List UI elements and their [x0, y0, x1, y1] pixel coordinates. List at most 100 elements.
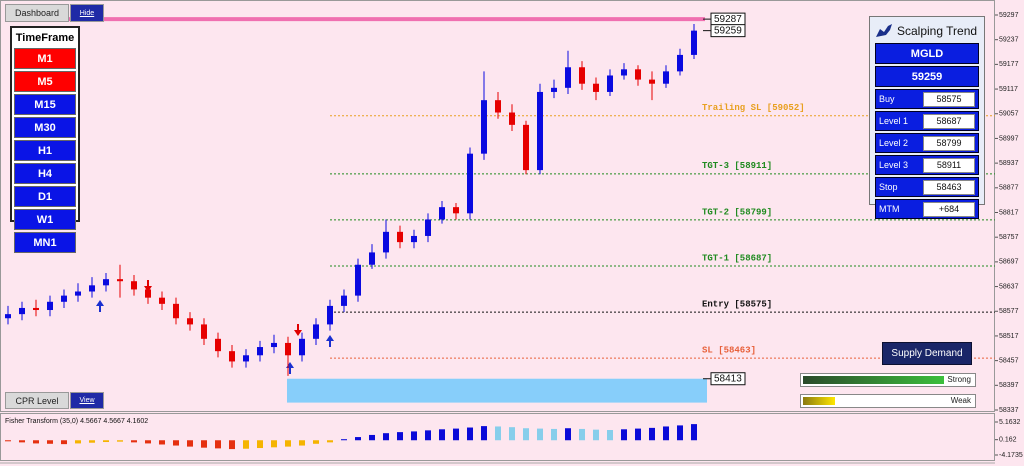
fisher-bar: [453, 428, 459, 441]
candle-body: [593, 83, 599, 92]
buy-arrow: [96, 300, 104, 312]
candle-body: [663, 71, 669, 84]
fisher-bar: [89, 440, 95, 443]
candle-body: [691, 30, 697, 55]
fisher-bar: [509, 427, 515, 441]
candle-body: [159, 297, 165, 304]
fisher-bar: [341, 439, 347, 441]
level-label: TGT-1 [58687]: [702, 253, 772, 263]
strong-fill: [803, 376, 944, 384]
fisher-bar: [551, 428, 557, 441]
scalping-panel: Scalping Trend MGLD 59259 Buy 58575 Level …: [869, 16, 985, 219]
demand-zone: [287, 378, 707, 403]
candle-body: [467, 153, 473, 214]
candle-body: [299, 338, 305, 356]
last-price-label-box: [710, 24, 746, 38]
candle-body: [47, 301, 53, 311]
fisher-bar: [131, 440, 137, 443]
timeframe-button[interactable]: M1: [14, 48, 76, 69]
fisher-bar: [5, 440, 11, 442]
row-label: Buy: [879, 94, 895, 104]
fisher-bar: [173, 440, 179, 446]
fisher-bar: [523, 428, 529, 441]
timeframe-box: TimeFrame M1 M5 M15 M30 H1 H4 D1 W1 MN1: [10, 26, 80, 253]
fisher-bar: [61, 440, 67, 445]
weak-label: Weak: [950, 396, 971, 405]
fisher-bar: [691, 424, 697, 441]
view-button[interactable]: View: [70, 392, 104, 409]
candle-body: [565, 67, 571, 88]
strong-gauge: Strong: [800, 373, 976, 387]
fisher-bar: [313, 440, 319, 444]
candle-body: [243, 355, 249, 362]
level-label: SL [58463]: [702, 346, 756, 356]
y-tick-label: 59297: [999, 12, 1019, 19]
fisher-bar: [425, 430, 431, 441]
candle-body: [257, 347, 263, 356]
timeframe-title: TimeFrame: [15, 32, 75, 44]
timeframe-button[interactable]: M15: [14, 94, 76, 115]
candle-body: [201, 324, 207, 339]
fisher-bar: [677, 425, 683, 441]
buy-arrow: [286, 362, 294, 374]
candle-body: [439, 207, 445, 220]
indicator-frame: [0, 413, 995, 461]
y-tick-label: 58877: [999, 185, 1019, 192]
candle-body: [229, 351, 235, 362]
symbol: MGLD: [875, 43, 979, 64]
candle-body: [621, 69, 627, 76]
fisher-bar: [47, 440, 53, 444]
fisher-bar: [75, 440, 81, 444]
timeframe-button[interactable]: MN1: [14, 232, 76, 253]
top-price-label: 59287: [714, 14, 742, 25]
fisher-bar: [383, 433, 389, 441]
y-tick-label: 58757: [999, 234, 1019, 241]
candle-body: [607, 75, 613, 92]
dashboard-tab[interactable]: Dashboard: [5, 4, 69, 22]
y-tick-label: 58517: [999, 333, 1019, 340]
fisher-bar: [467, 427, 473, 441]
candle-body: [579, 67, 585, 84]
candle-body: [103, 279, 109, 286]
panel-row: MTM +684: [875, 199, 979, 219]
hide-button[interactable]: Hide: [70, 4, 104, 22]
candle-body: [271, 342, 277, 348]
row-label: Stop: [879, 182, 898, 192]
timeframe-button[interactable]: M5: [14, 71, 76, 92]
candle-body: [89, 285, 95, 292]
supply-demand-button[interactable]: Supply Demand: [882, 342, 972, 365]
timeframe-button[interactable]: H4: [14, 163, 76, 184]
candle-body: [187, 318, 193, 325]
cpr-tab[interactable]: CPR Level: [5, 392, 69, 409]
y-tick-label: 58637: [999, 283, 1019, 290]
fisher-bar: [607, 429, 613, 441]
fisher-bar: [621, 429, 627, 441]
timeframe-button[interactable]: D1: [14, 186, 76, 207]
strong-label: Strong: [947, 375, 971, 384]
candle-body: [33, 307, 39, 311]
timeframe-button[interactable]: H1: [14, 140, 76, 161]
fisher-bar: [565, 428, 571, 441]
row-value: 58575: [923, 91, 975, 107]
current-price: 59259: [875, 66, 979, 87]
candle-body: [677, 54, 683, 72]
fisher-bar: [103, 440, 109, 443]
panel-rows: Buy 58575 Level 1 58687 Level 2 58799 Level 3 5…: [875, 89, 979, 219]
zone-price-label-box: [710, 372, 746, 386]
fisher-bar: [229, 440, 235, 450]
candle-body: [5, 314, 11, 319]
panel-row: Level 1 58687: [875, 111, 979, 131]
candle-body: [453, 207, 459, 214]
level-label: TGT-2 [58799]: [702, 207, 772, 217]
timeframe-button[interactable]: W1: [14, 209, 76, 230]
y-tick-label: -4.1735: [999, 452, 1023, 459]
zone-price-label: 58413: [714, 373, 742, 384]
timeframe-button[interactable]: M30: [14, 117, 76, 138]
fisher-bar: [537, 428, 543, 441]
candle-body: [341, 295, 347, 306]
candle-body: [635, 69, 641, 80]
weak-gauge: Weak: [800, 394, 976, 408]
y-tick-label: 5.1632: [999, 419, 1021, 426]
